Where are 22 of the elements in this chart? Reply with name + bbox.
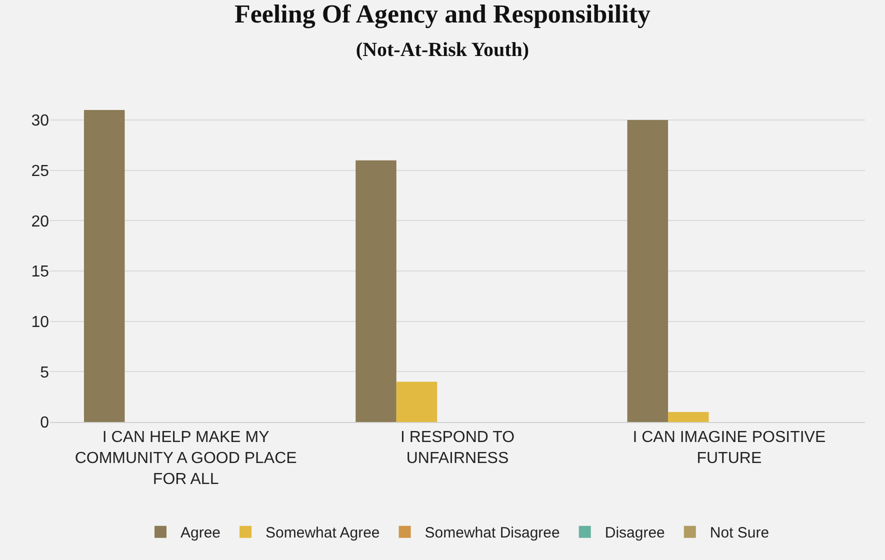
bar	[356, 160, 396, 422]
legend-label: Disagree	[604, 524, 665, 542]
bar	[668, 412, 709, 422]
y-tick-label: 25	[31, 162, 50, 180]
x-tick-label: I RESPOND TO UNFAIRNESS	[400, 429, 515, 467]
legend-label: Agree	[180, 524, 221, 542]
y-tick-label: 0	[40, 414, 50, 432]
bar	[396, 382, 438, 422]
bar	[627, 120, 668, 422]
y-tick-label: 5	[40, 364, 50, 382]
y-tick-label: 10	[31, 314, 50, 331]
y-tick-label: 20	[31, 213, 50, 230]
chart-title: Feeling Of Agency and Responsibility	[234, 0, 651, 28]
x-tick-label: I CAN IMAGINE POSITIVE FUTURE	[632, 429, 826, 467]
x-tick-label: I CAN HELP MAKE MY COMMUNITY A GOOD PLACE FOR ALL	[74, 429, 297, 488]
legend-label: Somewhat Agree	[266, 524, 380, 542]
bar	[84, 110, 125, 422]
y-tick-label: 30	[31, 112, 50, 130]
legend-label: Not Sure	[710, 524, 770, 542]
y-tick-label: 15	[31, 264, 50, 281]
chart-subtitle: (Not-At-Risk Youth)	[356, 39, 530, 62]
legend-label: Somewhat Disagree	[424, 524, 560, 542]
